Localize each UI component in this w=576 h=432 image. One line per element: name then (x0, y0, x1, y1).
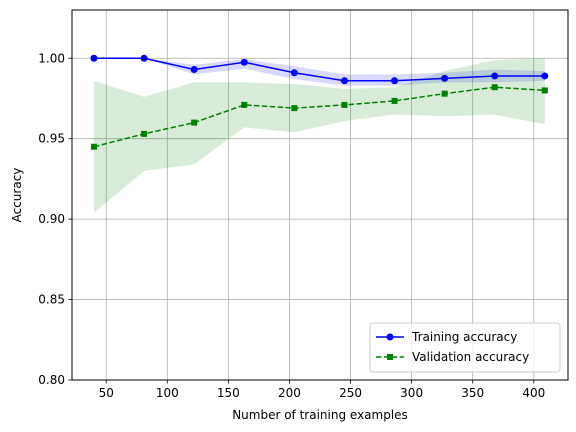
legend-box (369, 322, 561, 373)
y-tick-label: 1.00 (38, 51, 65, 65)
training-accuracy-point (240, 58, 248, 66)
training-accuracy-point (491, 72, 499, 80)
training-accuracy-point (391, 77, 399, 85)
y-tick-label: 0.95 (38, 132, 65, 146)
x-tick-label: 350 (461, 386, 484, 400)
x-tick-label: 250 (339, 386, 362, 400)
validation-accuracy-line (93, 86, 545, 148)
validation-accuracy-point (491, 84, 498, 91)
training-accuracy-point (140, 54, 148, 62)
validation-accuracy-legend-label: Validation accuracy (412, 350, 529, 364)
y-axis-ticks: 0.80 0.85 0.90 0.95 1.00 (38, 51, 72, 387)
validation-accuracy-point (341, 101, 348, 108)
series-markers (90, 54, 549, 150)
training-accuracy-legend-marker (386, 333, 394, 341)
training-accuracy-point (90, 54, 98, 62)
plot-area (72, 10, 568, 380)
training-accuracy-point (290, 69, 298, 77)
grid-lines (72, 10, 568, 381)
training-accuracy-point (541, 72, 549, 80)
training-accuracy-legend-label: Training accuracy (411, 330, 517, 344)
training-accuracy-line (93, 57, 545, 82)
validation-accuracy-point (291, 105, 298, 112)
legend: Training accuracy Validation accuracy (369, 322, 561, 373)
series-lines (93, 57, 545, 148)
x-tick-label: 300 (400, 386, 423, 400)
x-tick-label: 200 (278, 386, 301, 400)
y-tick-label: 0.80 (38, 373, 65, 387)
validation-accuracy-point (391, 97, 398, 104)
x-tick-label: 100 (156, 386, 179, 400)
validation-accuracy-legend-marker (387, 354, 393, 360)
y-axis-label: Accuracy (10, 168, 24, 223)
x-axis-label: Number of training examples (232, 408, 408, 422)
training-accuracy-point (441, 74, 449, 82)
validation-accuracy-point (90, 143, 97, 150)
validation-accuracy-point (141, 130, 148, 137)
training-accuracy-point (340, 77, 348, 85)
y-tick-label: 0.90 (38, 212, 65, 226)
y-tick-label: 0.85 (38, 293, 65, 307)
training-accuracy-point (190, 66, 198, 74)
x-tick-label: 400 (522, 386, 545, 400)
x-tick-label: 150 (217, 386, 240, 400)
x-axis-ticks: 50 100 150 200 250 300 350 400 (99, 380, 545, 400)
validation-accuracy-point (441, 90, 448, 97)
validation-accuracy-band (93, 58, 545, 213)
plot-frame (71, 9, 569, 381)
x-tick-label: 50 (99, 386, 114, 400)
validation-accuracy-point (541, 87, 548, 94)
validation-accuracy-point (241, 101, 248, 108)
validation-accuracy-point (191, 119, 198, 126)
